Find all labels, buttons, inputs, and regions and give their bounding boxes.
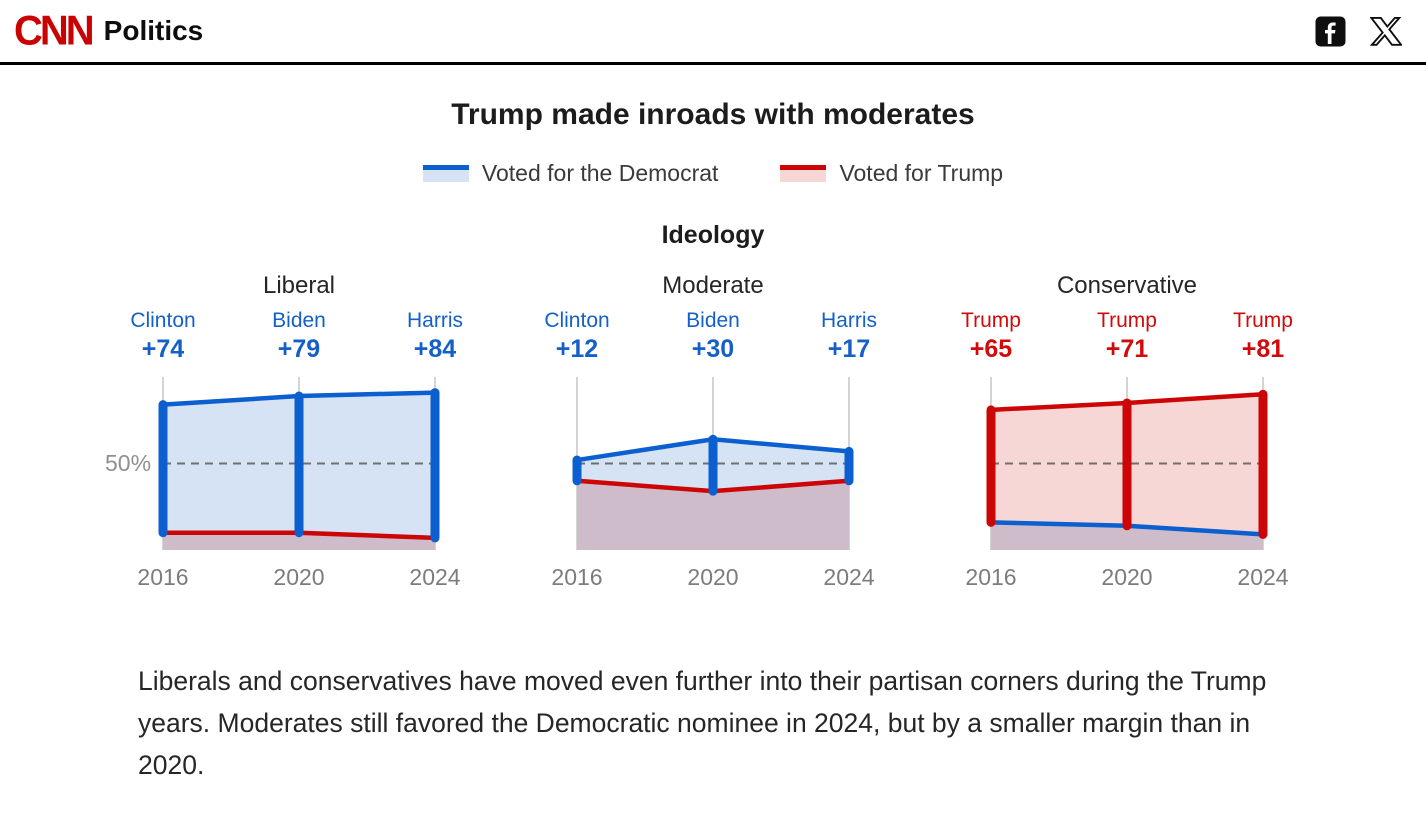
margin-chart — [572, 377, 854, 550]
share-buttons — [1315, 16, 1406, 47]
candidate-annotation: Trump +71 — [1097, 309, 1157, 363]
candidate-name: Harris — [821, 309, 877, 332]
candidate-annotations: Trump +65 Trump +71 Trump +81 — [957, 309, 1297, 371]
candidate-margin: +17 — [827, 335, 871, 363]
chart-legend: Voted for the Democrat Voted for Trump — [0, 160, 1426, 187]
candidate-annotations: Clinton +12 Biden +30 Harris +17 — [543, 309, 883, 371]
legend-label: Voted for Trump — [839, 160, 1004, 186]
candidate-margin: +71 — [1105, 335, 1149, 363]
cnn-logo: CNN — [14, 7, 95, 55]
candidate-annotation: Harris +17 — [821, 309, 877, 363]
candidate-name: Clinton — [544, 309, 610, 332]
panel-title: Liberal — [262, 272, 336, 299]
candidate-name: Trump — [961, 309, 1021, 332]
x-tick-label: 2020 — [273, 564, 325, 590]
candidate-name: Biden — [686, 309, 740, 332]
chart-caption: Liberals and conservatives have moved ev… — [138, 666, 1267, 780]
candidate-annotation: Clinton +74 — [130, 309, 195, 363]
panel-liberal: Liberal Clinton +74 Biden +79 Harris +84 2016 20… — [129, 271, 469, 591]
democrat-swatch — [422, 165, 469, 182]
candidate-annotation: Clinton +12 — [544, 309, 609, 363]
margin-chart — [158, 377, 440, 550]
panel-moderate: Moderate Clinton +12 Biden +30 Harris +17 2016 2… — [543, 271, 883, 591]
candidate-annotation: Harris +84 — [407, 309, 463, 363]
trump-swatch — [780, 165, 827, 182]
x-tick-label: 2016 — [551, 564, 603, 590]
candidate-annotation: Biden +79 — [272, 309, 326, 363]
candidate-annotation: Biden +30 — [686, 309, 740, 363]
header-divider — [0, 62, 1426, 65]
candidate-annotation: Trump +81 — [1233, 309, 1293, 363]
cnn-politics-logo[interactable]: CNN Politics — [14, 7, 204, 55]
overlap-area — [991, 522, 1263, 550]
section-title: Politics — [103, 15, 204, 46]
candidate-name: Trump — [1097, 309, 1157, 332]
page-bottom-spacer — [0, 787, 1426, 813]
x-icon[interactable] — [1370, 16, 1402, 47]
panel-conservative: Conservative Trump +65 Trump +71 Trump +81 2016… — [957, 271, 1297, 591]
x-axis: 2016 2020 2024 — [129, 563, 469, 591]
x-tick-label: 2020 — [687, 564, 739, 590]
x-tick-label: 2024 — [823, 564, 875, 590]
margin-chart — [986, 377, 1268, 550]
candidate-name: Harris — [407, 309, 463, 332]
candidate-margin: +65 — [969, 335, 1013, 363]
x-tick-label: 2020 — [1101, 564, 1153, 590]
x-tick-label: 2024 — [409, 564, 461, 590]
trump-fill-swatch — [780, 170, 827, 182]
x-tick-label: 2016 — [965, 564, 1017, 590]
panel-title: Conservative — [1056, 272, 1198, 299]
legend-label: Voted for the Democrat — [481, 160, 719, 186]
legend-item-trump: Voted for Trump — [780, 160, 1003, 187]
overlap-area — [577, 480, 849, 550]
group-label: Ideology — [661, 221, 765, 249]
candidate-margin: +12 — [555, 335, 599, 363]
facebook-icon[interactable] — [1315, 16, 1346, 47]
democrat-fill-swatch — [422, 170, 469, 182]
candidate-annotation: Trump +65 — [961, 309, 1021, 363]
site-header: CNN Politics — [0, 0, 1426, 62]
candidate-margin: +30 — [691, 335, 735, 363]
candidate-name: Trump — [1233, 309, 1293, 332]
panel-title: Moderate — [662, 272, 764, 299]
candidate-margin: +79 — [277, 335, 321, 363]
legend-item-democrat: Voted for the Democrat — [422, 160, 719, 187]
democrat-line-swatch — [422, 165, 469, 170]
candidate-margin: +74 — [141, 335, 185, 363]
candidate-name: Biden — [272, 309, 326, 332]
candidate-margin: +81 — [1241, 335, 1285, 363]
x-axis: 2016 2020 2024 — [957, 563, 1297, 591]
fifty-percent-label: 50% — [105, 450, 152, 476]
chart-title: Trump made inroads with moderates — [451, 98, 975, 131]
candidate-name: Clinton — [130, 309, 196, 332]
x-axis: 2016 2020 2024 — [543, 563, 883, 591]
candidate-margin: +84 — [413, 335, 457, 363]
charts-row: 50% Liberal Clinton +74 Biden +79 Harris +84 20… — [105, 271, 1297, 591]
x-tick-label: 2024 — [1237, 564, 1289, 590]
candidate-annotations: Clinton +74 Biden +79 Harris +84 — [129, 309, 469, 371]
trump-line-swatch — [780, 165, 827, 170]
x-tick-label: 2016 — [137, 564, 189, 590]
